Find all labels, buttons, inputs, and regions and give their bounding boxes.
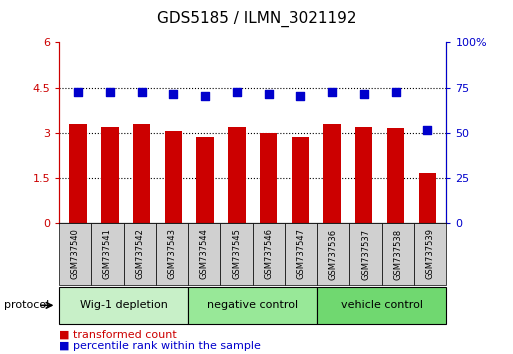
- Text: GSM737547: GSM737547: [297, 228, 306, 280]
- Bar: [419, 173, 436, 223]
- Text: GSM737539: GSM737539: [426, 228, 435, 280]
- Text: negative control: negative control: [207, 300, 298, 310]
- Bar: [228, 127, 246, 223]
- Bar: [165, 131, 182, 223]
- Point: [169, 91, 177, 97]
- Text: GSM737544: GSM737544: [200, 229, 209, 279]
- Text: protocol: protocol: [4, 300, 49, 310]
- Text: ■ percentile rank within the sample: ■ percentile rank within the sample: [59, 341, 261, 351]
- Point: [106, 89, 114, 95]
- Point: [360, 91, 368, 97]
- Point: [233, 89, 241, 95]
- Bar: [260, 133, 277, 223]
- Bar: [69, 124, 87, 223]
- Point: [423, 127, 431, 133]
- Text: ■ transformed count: ■ transformed count: [59, 330, 177, 339]
- Text: vehicle control: vehicle control: [341, 300, 423, 310]
- Point: [74, 89, 82, 95]
- Text: GSM737537: GSM737537: [361, 228, 370, 280]
- Point: [296, 93, 304, 99]
- Point: [137, 89, 146, 95]
- Text: GSM737545: GSM737545: [232, 229, 241, 279]
- Point: [328, 89, 336, 95]
- Bar: [355, 127, 372, 223]
- Bar: [387, 128, 404, 223]
- Point: [201, 93, 209, 99]
- Text: GSM737540: GSM737540: [71, 229, 80, 279]
- Text: Wig-1 depletion: Wig-1 depletion: [80, 300, 167, 310]
- Bar: [196, 137, 214, 223]
- Text: GSM737541: GSM737541: [103, 229, 112, 279]
- Bar: [133, 124, 150, 223]
- Text: GSM737538: GSM737538: [393, 228, 402, 280]
- Text: GSM737542: GSM737542: [135, 229, 144, 279]
- Text: GSM737546: GSM737546: [264, 228, 273, 280]
- Bar: [291, 137, 309, 223]
- Bar: [101, 127, 119, 223]
- Text: GSM737543: GSM737543: [167, 228, 176, 280]
- Text: GDS5185 / ILMN_3021192: GDS5185 / ILMN_3021192: [157, 11, 356, 27]
- Point: [264, 92, 272, 97]
- Bar: [323, 124, 341, 223]
- Point: [391, 89, 400, 95]
- Text: GSM737536: GSM737536: [329, 228, 338, 280]
